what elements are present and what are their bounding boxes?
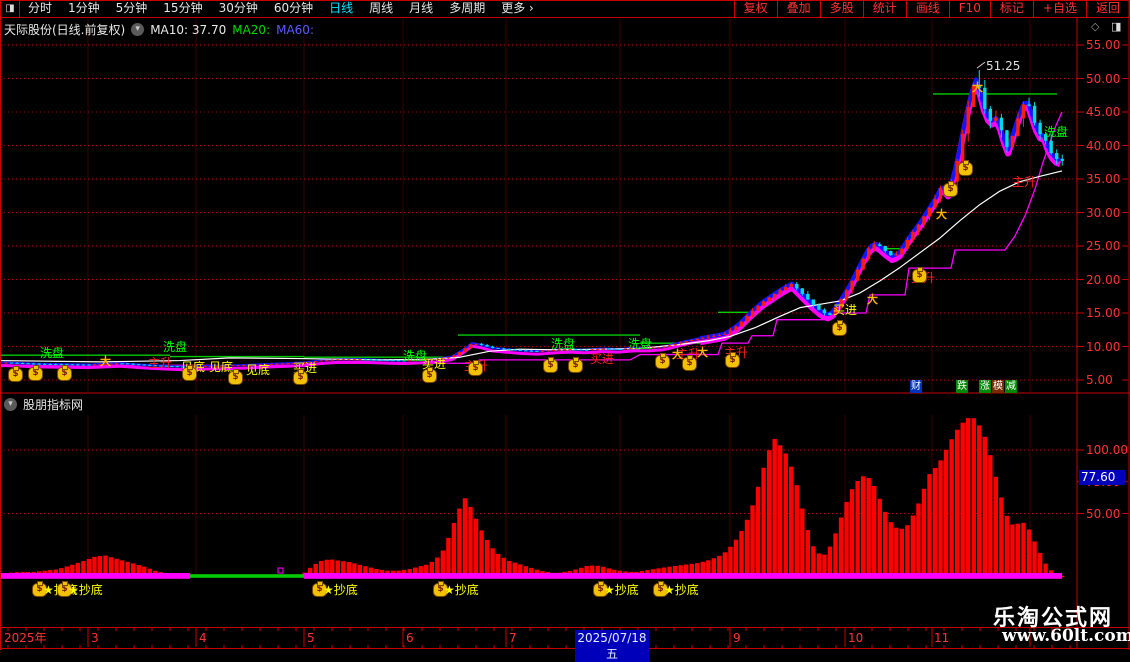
period-tabs: 分时 1分钟 5分钟 15分钟 30分钟 60分钟 日线 周线 月线 多周期 更多 › [20,0,542,17]
ma20-value: MA20: [232,22,271,37]
ma10-value: MA10: 37.70 [150,22,227,37]
period-tab-更多 ›[interactable]: 更多 › [501,1,534,15]
toolbar-button-标记[interactable]: 标记 [989,0,1033,17]
toolbar-button-返回[interactable]: 返回 [1085,0,1130,17]
period-tab-月线[interactable]: 月线 [409,1,434,15]
period-tab-30分钟[interactable]: 30分钟 [218,1,258,15]
period-tab-周线[interactable]: 周线 [369,1,394,15]
toolbar-button-F10[interactable]: F10 [948,0,990,17]
toolbar-button-统计[interactable]: 统计 [862,0,906,17]
indicator-name: 股朋指标网 [23,398,84,412]
period-tab-15分钟[interactable]: 15分钟 [163,1,203,15]
toolbar-button-叠加[interactable]: 叠加 [776,0,820,17]
toolbar-button-多股[interactable]: 多股 [819,0,863,17]
window-menu-icon[interactable]: ◨ [0,0,20,18]
stock-title: 天际股份(日线.前复权) [4,23,126,37]
top-toolbar: ◨ 分时 1分钟 5分钟 15分钟 30分钟 60分钟 日线 周线 月线 多周期 更多 › 复权 叠加… [0,0,1130,18]
period-tab-1分钟[interactable]: 1分钟 [68,1,100,15]
ma60-value: MA60: [276,22,314,37]
chevron-down-icon[interactable]: ▾ [4,398,17,411]
main-plot-area[interactable] [0,18,1077,392]
toolbar-button-画线[interactable]: 画线 [905,0,949,17]
chart-titlebar: 天际股份(日线.前复权) ▾ MA10: 37.70 MA20: MA60: [4,21,314,38]
period-tab-多周期[interactable]: 多周期 [449,1,486,15]
watermark-url: www.60lt.com [1002,626,1130,646]
period-tab-60分钟[interactable]: 60分钟 [273,1,314,15]
indicator-header: ▾ 股朋指标网 [4,396,83,413]
period-tab-分时[interactable]: 分时 [28,1,53,15]
period-tab-日线[interactable]: 日线 [329,1,354,15]
watermark-site-name: 乐淘公式网 [993,606,1114,631]
chevron-down-icon[interactable]: ▾ [131,23,145,36]
toolbar-button-复权[interactable]: 复权 [733,0,777,17]
right-toolbar: 复权 叠加 多股 统计 画线 F10 标记 +自选 返回 [733,0,1130,17]
period-tab-5分钟[interactable]: 5分钟 [115,1,148,15]
toolbar-button-+自选[interactable]: +自选 [1032,0,1086,17]
indicator-plot-area[interactable] [0,414,1077,577]
